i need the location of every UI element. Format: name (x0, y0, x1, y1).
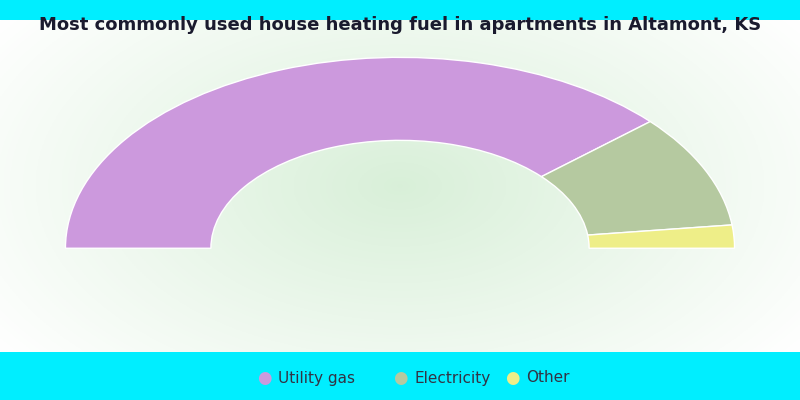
Text: ●: ● (257, 369, 271, 387)
Text: Electricity: Electricity (414, 370, 490, 386)
Text: ●: ● (393, 369, 407, 387)
Text: Utility gas: Utility gas (278, 370, 355, 386)
Wedge shape (66, 57, 650, 248)
Wedge shape (542, 122, 732, 235)
Wedge shape (588, 225, 734, 248)
Text: Other: Other (526, 370, 570, 386)
Text: Most commonly used house heating fuel in apartments in Altamont, KS: Most commonly used house heating fuel in… (39, 16, 761, 34)
Text: ●: ● (505, 369, 519, 387)
